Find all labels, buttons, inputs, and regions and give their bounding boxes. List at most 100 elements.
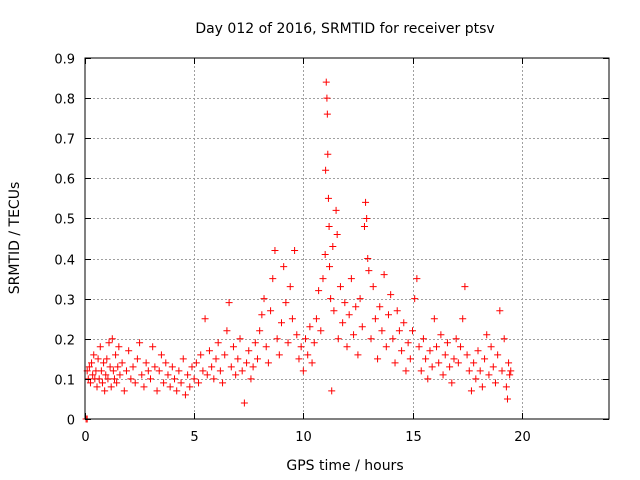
data-point [286, 283, 294, 291]
data-point [264, 359, 272, 367]
data-point [430, 315, 438, 323]
data-point [88, 359, 96, 367]
data-point [147, 375, 154, 383]
data-point [489, 363, 497, 371]
data-point [345, 311, 353, 319]
grid [85, 58, 609, 419]
data-point [295, 355, 303, 363]
data-point [326, 263, 334, 271]
data-point [364, 255, 372, 263]
data-point [243, 359, 251, 367]
data-point [367, 335, 375, 343]
data-point [506, 371, 514, 379]
data-point [402, 367, 410, 375]
data-point [273, 335, 281, 343]
data-point [258, 311, 266, 319]
data-point [278, 319, 285, 327]
data-point [302, 335, 310, 343]
data-point [476, 367, 484, 375]
data-point [293, 331, 301, 339]
data-point [500, 335, 508, 343]
y-tick-label: 0.9 [54, 53, 75, 68]
data-point [400, 319, 408, 327]
data-point [136, 339, 144, 347]
data-point [262, 343, 270, 351]
data-point [245, 347, 253, 355]
data-point [288, 315, 296, 323]
chart-title: Day 012 of 2016, SRMTID for receiver pts… [195, 21, 494, 37]
data-point [173, 387, 181, 395]
data-point [483, 331, 491, 339]
data-point [339, 319, 347, 327]
data-point [433, 343, 441, 351]
data-point [322, 78, 330, 86]
data-point [446, 363, 454, 371]
data-point [328, 387, 336, 395]
data-point [502, 383, 510, 391]
data-point [232, 371, 240, 379]
data-point [192, 359, 200, 367]
data-point [360, 222, 368, 230]
data-point [333, 230, 341, 238]
data-point [465, 367, 473, 375]
data-point [485, 371, 493, 379]
data-point [487, 343, 495, 351]
data-point [205, 347, 213, 355]
x-tick-labels: 0 5 10 15 20 [81, 430, 530, 445]
data-point [253, 355, 261, 363]
data-point [363, 214, 371, 222]
data-point [491, 379, 499, 387]
data-point [142, 359, 150, 367]
data-point [459, 315, 467, 323]
data-point [306, 323, 314, 331]
data-point [426, 347, 434, 355]
data-point [90, 351, 98, 359]
data-point [96, 343, 104, 351]
y-tick-label: 0.5 [54, 213, 75, 228]
data-point [398, 347, 406, 355]
data-point [369, 283, 377, 291]
data-point [505, 359, 513, 367]
data-point [210, 375, 218, 383]
data-point [160, 379, 168, 387]
data-point [227, 363, 235, 371]
data-point [441, 351, 449, 359]
data-point [105, 339, 113, 347]
data-point [260, 295, 268, 303]
data-point [199, 367, 207, 375]
data-point [275, 351, 283, 359]
data-point [186, 383, 194, 391]
data-point [472, 375, 480, 383]
data-point [181, 391, 189, 399]
x-tick-label: 20 [514, 430, 531, 445]
y-tick-label: 0.3 [54, 294, 75, 309]
data-point [297, 343, 305, 351]
data-point [347, 275, 355, 283]
data-point [95, 375, 103, 383]
data-point [86, 379, 94, 387]
data-point [97, 367, 105, 375]
data-point [291, 247, 299, 255]
data-point [149, 343, 157, 351]
data-point [240, 399, 248, 407]
data-point [251, 339, 259, 347]
data-point [312, 315, 320, 323]
data-point [267, 307, 275, 315]
data-point [329, 243, 337, 251]
data-point [376, 303, 384, 311]
data-point [332, 206, 340, 214]
data-point [365, 267, 373, 275]
data-point [106, 363, 114, 371]
data-point [116, 371, 124, 379]
data-point [439, 371, 447, 379]
data-point [256, 327, 264, 335]
data-point [406, 355, 414, 363]
data-point [354, 351, 362, 359]
data-point [271, 247, 279, 255]
data-point [223, 327, 231, 335]
data-point [343, 343, 351, 351]
x-axis-title: GPS time / hours [286, 458, 403, 474]
y-tick-label: 0 [67, 414, 75, 429]
x-tick-label: 5 [190, 430, 198, 445]
data-point [249, 363, 257, 371]
